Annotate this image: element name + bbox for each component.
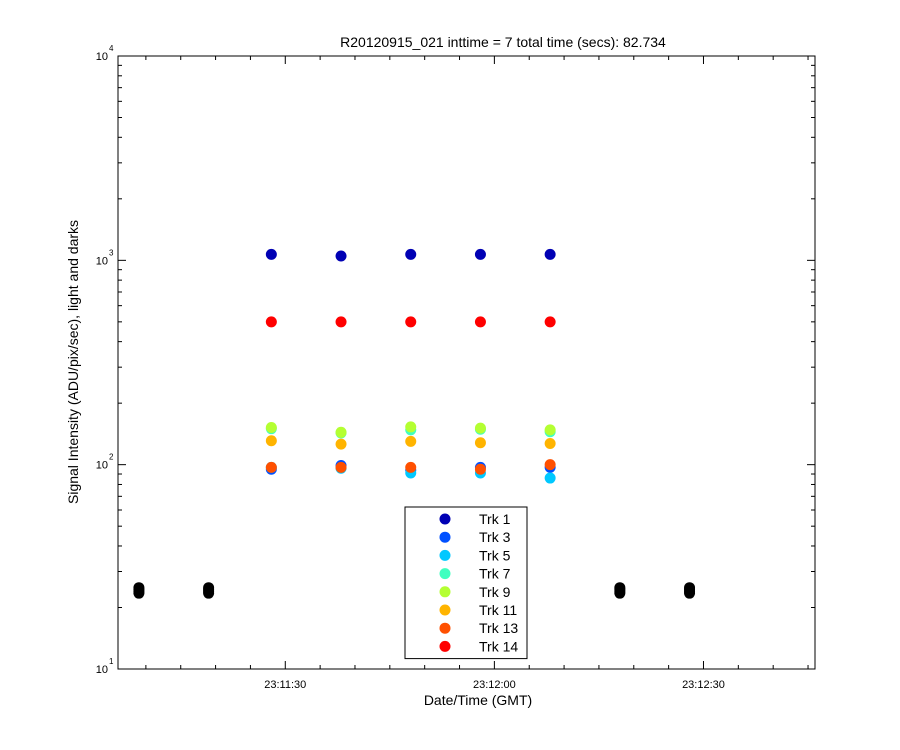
data-point — [544, 459, 556, 471]
legend-label: Trk 1 — [479, 511, 511, 527]
dark-point — [614, 582, 626, 594]
legend-marker — [439, 549, 451, 561]
legend-marker — [439, 568, 451, 580]
y-tick-label: 10 — [96, 255, 108, 267]
legend-box — [404, 506, 528, 660]
legend-label: Trk 7 — [479, 566, 511, 582]
legend-marker — [439, 604, 451, 616]
y-tick-label: 10 — [96, 51, 108, 63]
data-point — [474, 248, 486, 260]
x-tick-label: 23:11:30 — [264, 679, 306, 691]
y-tick-exponent: 3 — [109, 248, 114, 257]
data-points — [265, 248, 556, 484]
legend-label: Trk 3 — [479, 529, 511, 545]
x-tick-label: 23:12:00 — [473, 679, 516, 691]
legend: Trk 1 Trk 3 Trk 5 Trk 7 Trk 9 Trk 11 Trk 13 Trk… — [404, 506, 528, 660]
data-point — [405, 435, 417, 447]
data-point — [405, 316, 417, 328]
data-point — [544, 424, 556, 436]
legend-marker — [439, 513, 451, 525]
legend-marker — [439, 622, 451, 634]
data-point — [335, 316, 347, 328]
legend-label: Trk 9 — [479, 584, 511, 600]
legend-label: Trk 14 — [479, 638, 518, 654]
x-tick-label: 23:12:30 — [682, 679, 725, 691]
legend-marker — [439, 531, 451, 543]
y-axis-label: Signal Intensity (ADU/pix/sec), light an… — [65, 220, 81, 504]
data-point — [405, 461, 417, 473]
legend-marker — [439, 586, 451, 598]
y-tick-exponent: 4 — [109, 44, 114, 53]
data-point — [265, 461, 277, 473]
data-point — [474, 316, 486, 328]
data-point — [544, 248, 556, 260]
y-tick-label: 10 — [96, 664, 108, 676]
legend-marker — [439, 640, 451, 652]
data-point — [544, 316, 556, 328]
data-point — [405, 421, 417, 433]
data-point — [335, 461, 347, 473]
data-point — [335, 250, 347, 262]
x-axis-label: Date/Time (GMT) — [424, 692, 532, 708]
y-tick-exponent: 1 — [109, 657, 114, 666]
dark-point — [684, 582, 696, 594]
data-point — [544, 437, 556, 449]
dark-point — [133, 582, 145, 594]
data-point — [265, 435, 277, 447]
y-tick-exponent: 2 — [109, 453, 114, 462]
dark-point — [203, 582, 215, 594]
legend-label: Trk 11 — [479, 602, 517, 618]
data-point — [335, 426, 347, 438]
legend-label: Trk 5 — [479, 547, 511, 563]
data-point — [474, 437, 486, 449]
legend-label: Trk 13 — [479, 620, 518, 636]
data-point — [474, 463, 486, 475]
data-point — [335, 438, 347, 450]
data-point — [265, 248, 277, 260]
chart-title: R20120915_021 inttime = 7 total time (se… — [340, 34, 666, 50]
data-point — [544, 472, 556, 484]
data-point — [474, 422, 486, 434]
data-point — [265, 316, 277, 328]
data-point — [405, 248, 417, 260]
data-point — [265, 422, 277, 434]
dark-points — [133, 582, 696, 599]
y-tick-label: 10 — [96, 460, 108, 472]
